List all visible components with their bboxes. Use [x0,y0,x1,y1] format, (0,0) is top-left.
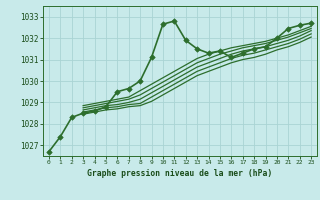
X-axis label: Graphe pression niveau de la mer (hPa): Graphe pression niveau de la mer (hPa) [87,169,273,178]
